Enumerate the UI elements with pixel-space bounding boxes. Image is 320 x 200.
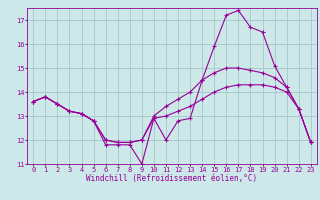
X-axis label: Windchill (Refroidissement éolien,°C): Windchill (Refroidissement éolien,°C) [86, 174, 258, 183]
